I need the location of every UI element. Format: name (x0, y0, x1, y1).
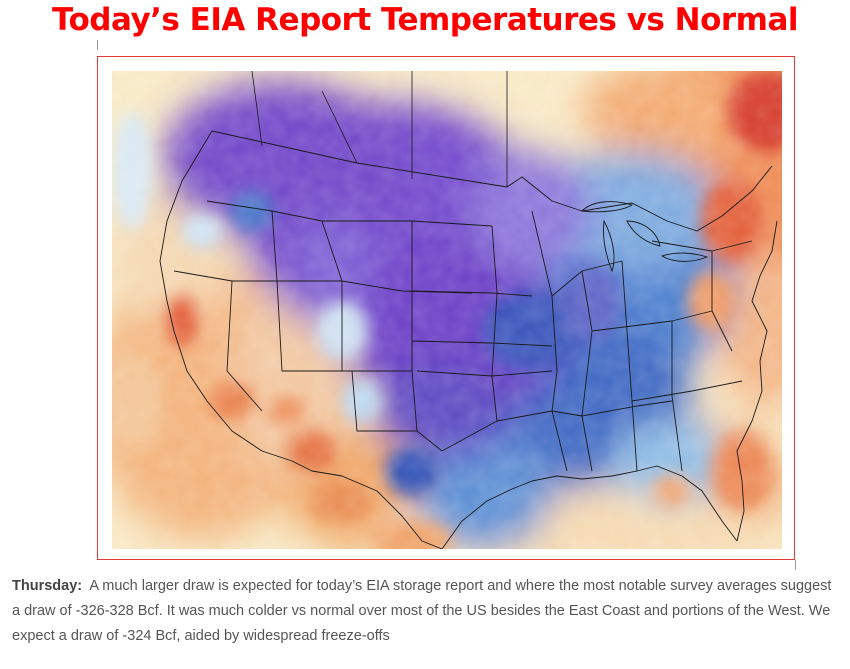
page-title: Today’s EIA Report Temperatures vs Norma… (51, 2, 799, 38)
map-frame (97, 56, 795, 560)
caption-lead: Thursday: (12, 578, 83, 594)
temperature-anomaly-map (112, 71, 782, 549)
caption-text: A much larger draw is expected for today… (12, 578, 832, 644)
caption-paragraph: Thursday: A much larger draw is expected… (12, 574, 838, 649)
frame-corner-mark-bottom (795, 560, 796, 570)
great-lakes (581, 201, 709, 273)
frame-corner-mark-top (97, 40, 98, 50)
